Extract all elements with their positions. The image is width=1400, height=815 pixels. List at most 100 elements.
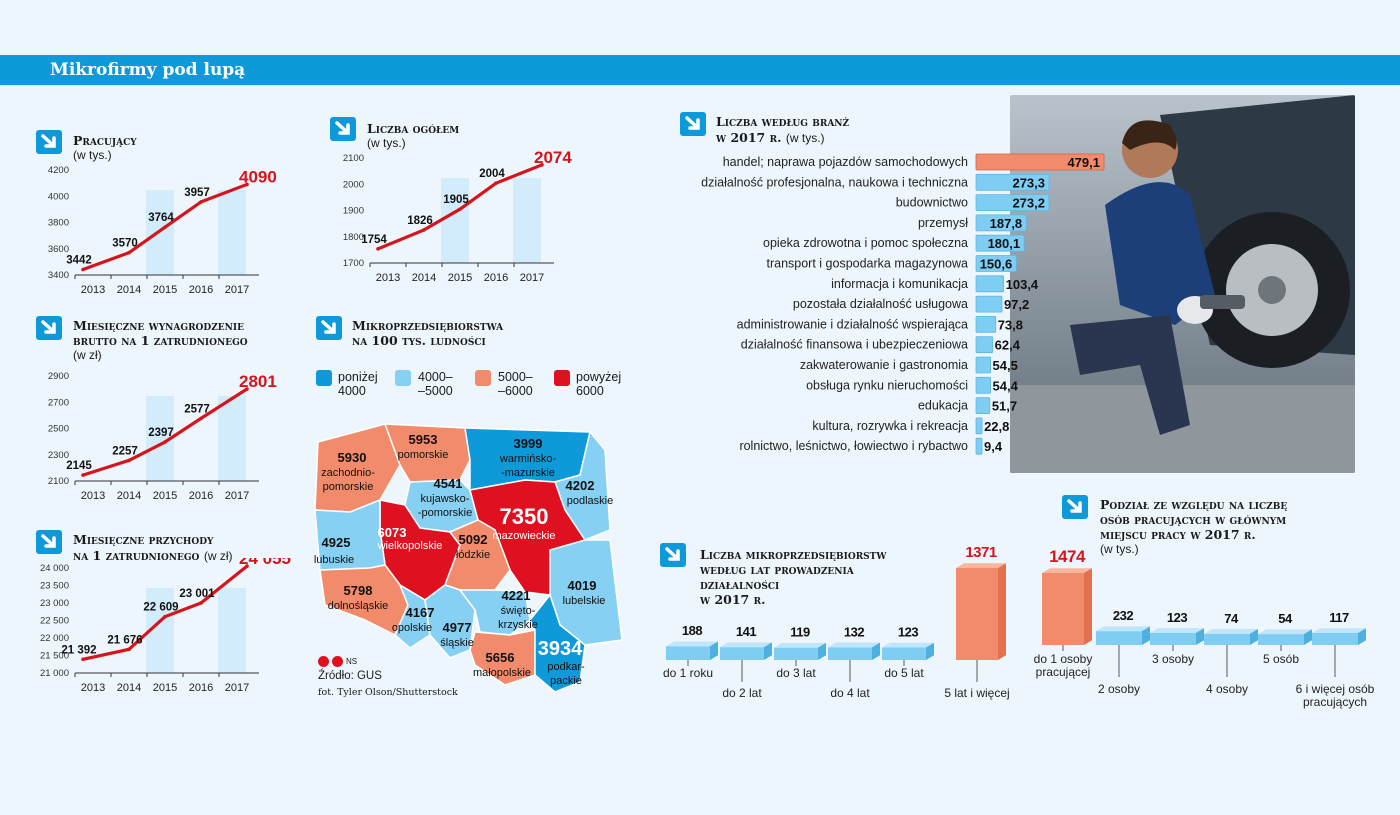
map-title-2: na 100 tys. ludności [352,333,486,348]
block-top [720,642,772,648]
map-val-zp: 5930 [338,450,367,465]
map-title-1: Mikroprzedsiębiorstwa [352,318,504,333]
map-name-kp-2: -pomorskie [418,507,472,519]
region-malopolskie [469,629,536,686]
y-tick-label: 2300 [48,450,69,461]
data-point [163,614,167,619]
lata-title-1: Liczba mikroprzedsiębiorstw [700,547,887,562]
data-label: 3442 [66,254,92,266]
data-label: 3764 [148,212,174,224]
bar-value-label: 73,8 [998,317,1023,332]
data-label: 2397 [148,427,174,439]
bar [975,214,1027,232]
block-front [882,647,926,660]
map-name-zp-2: pomorskie [323,481,374,493]
y-tick-label: 1700 [343,258,364,269]
block-side [1142,626,1150,645]
bar-value-label: 150,6 [980,257,1013,272]
y-tick-label: 23 000 [40,598,69,609]
map-val-lodz: 5092 [459,532,488,547]
bar-category-label: opieka zdrowotna i pomoc społeczna [763,236,968,250]
photo-credit: fot. Tyler Olson/Shutterstock [318,687,458,698]
bar [975,173,1050,191]
bar [1312,628,1366,645]
data-label: 21 392 [61,644,96,656]
bar-category-label: 5 lat i więcej [944,686,1009,700]
block-top [1096,626,1150,632]
credit-symbol: NS [346,657,358,666]
bar-value-label: 273,3 [1012,175,1045,190]
y-tick-label: 3800 [48,218,69,229]
y-tick-label: 1800 [343,232,364,243]
block-top [828,642,880,648]
data-label: 2145 [66,460,92,472]
x-tick-label: 2016 [189,284,213,296]
data-point [494,181,498,185]
map-val-podk: 3934 [538,638,583,660]
y-tick-label: 21 000 [40,668,69,679]
bar-category-label: 2 osoby [1098,682,1140,696]
map-name-podl: podlaskie [567,495,613,507]
map-val-podl: 4202 [566,478,595,493]
bar-category-label: działalność finansowa i ubezpieczeniowa [741,338,968,352]
pracujacy-chart: 3400 3600 3800 4000 4200 2013 2014 2015 2016 2017… [48,165,277,296]
branze-title-1: Liczba według branż [716,114,850,129]
bar [975,376,991,394]
bar [956,563,1006,660]
x-tick-label: 2015 [153,284,177,296]
bar-value-label: 54 [1278,611,1293,626]
map-name-lub: lubuskie [314,554,354,566]
bar [774,642,826,660]
bar-category-label: do 5 lat [884,666,924,680]
block-front [1312,633,1358,645]
block-top [1258,629,1312,635]
data-point [199,601,203,605]
map-val-wm: 3999 [514,436,543,451]
map-name-maz: mazowieckie [493,530,556,542]
bar-category-label: administrowanie i działalność wspierając… [737,317,968,331]
data-point [376,247,380,251]
legend-below-4000: poniżej 4000 [338,370,378,398]
block-side [1358,628,1366,645]
branze-chart: handel; naprawa pojazdów samochodowych 47… [701,153,1105,455]
block-top [882,642,934,648]
x-tick-label: 2015 [153,682,177,694]
block-front [828,647,872,660]
bar-value-label: 123 [1167,610,1187,625]
y-tick-label: 4000 [48,191,69,202]
block-side [1084,568,1092,645]
x-tick-label: 2015 [448,272,472,284]
map-name-pom: pomorskie [398,449,449,461]
block-front [1042,573,1084,645]
bar-value-label: 9,4 [984,439,1003,454]
data-label: 24 055 [239,558,291,568]
bar-category-label: pozostała działalność usługowa [793,297,968,311]
wynagrodzenie-unit: (w zł) [73,348,102,362]
bar [975,255,1017,272]
y-tick-label: 21 500 [40,651,69,662]
column-band [513,178,541,263]
arrow-down-right-icon [36,316,62,340]
data-point [127,250,131,255]
map-val-malop: 5656 [486,650,515,665]
bar-category-label: 3 osoby [1152,652,1194,666]
x-tick-label: 2014 [117,490,141,502]
block-side [1250,628,1258,645]
pracujacy-title: Pracujący [73,133,137,148]
map-val-pom: 5953 [409,432,438,447]
lata-chart: 188 do 1 roku 141 do 2 lat 119 do 3 lat 132 do … [663,544,1010,700]
bar-value-label: 103,4 [1006,277,1039,292]
bar [882,642,934,660]
przychody-unit: (w zł) [203,549,233,563]
map-val-opol: 4167 [406,605,435,620]
map-val-sw: 4221 [502,588,531,603]
bar-value-label: 141 [736,624,756,639]
podzial-title-2: osób pracujących w głównym [1100,512,1287,527]
bar-category-label: do 4 lat [830,686,870,700]
y-tick-label: 22 500 [40,616,69,627]
y-tick-label: 2700 [48,397,69,408]
block-front [666,646,710,660]
data-label: 1754 [361,234,387,246]
copyright-icon [332,656,343,667]
map-val-lubel: 4019 [568,578,597,593]
